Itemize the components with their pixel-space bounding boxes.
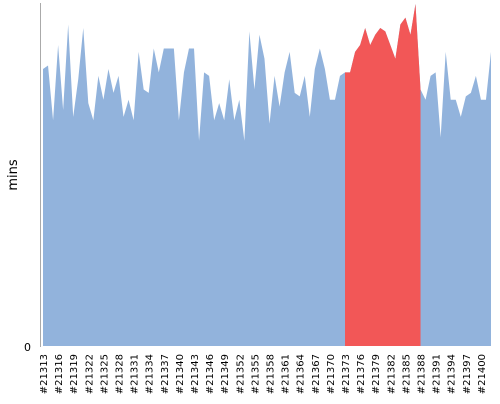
x-tick-label: #21352 (235, 354, 246, 394)
x-tick-label: #21400 (477, 354, 488, 394)
x-tick-label: #21319 (69, 354, 80, 394)
x-tick-label: #21346 (205, 354, 216, 394)
x-tick-label: #21349 (220, 354, 231, 394)
x-tick-label: #21367 (311, 354, 322, 394)
chart-marks (43, 4, 491, 346)
x-tick-label: #21397 (462, 354, 473, 394)
x-tick-label: #21340 (175, 354, 186, 394)
x-tick-label: #21337 (160, 354, 171, 394)
x-tick-label: #21343 (190, 354, 201, 394)
y-tick-label: 0 (24, 341, 31, 354)
y-axis-label: mins (6, 159, 21, 191)
x-tick-label: #21364 (296, 354, 307, 394)
x-tick-label: #21328 (115, 354, 126, 394)
x-tick-label: #21373 (341, 354, 352, 394)
x-tick-label: #21376 (356, 354, 367, 394)
x-tick-labels: #21313 #21316 #21319 #21322 #21325 #21328 #213… (39, 354, 488, 394)
x-tick-label: #21325 (99, 354, 110, 394)
x-tick-label: #21361 (281, 354, 292, 394)
x-tick-label: #21334 (145, 354, 156, 394)
x-tick-label: #21316 (54, 354, 65, 394)
x-tick-label: #21313 (39, 354, 50, 394)
x-tick-label: #21382 (386, 354, 397, 394)
highlighted-range-area (345, 4, 421, 346)
series-area (43, 4, 491, 346)
x-tick-label: #21394 (447, 354, 458, 394)
x-tick-label: #21358 (266, 354, 277, 394)
x-tick-label: #21331 (130, 354, 141, 394)
x-tick-label: #21370 (326, 354, 337, 394)
x-tick-label: #21379 (371, 354, 382, 394)
x-tick-label: #21322 (84, 354, 95, 394)
x-tick-label: #21385 (401, 354, 412, 394)
x-tick-label: #21391 (432, 354, 443, 394)
x-tick-label: #21355 (250, 354, 261, 394)
x-tick-label: #21388 (417, 354, 428, 394)
